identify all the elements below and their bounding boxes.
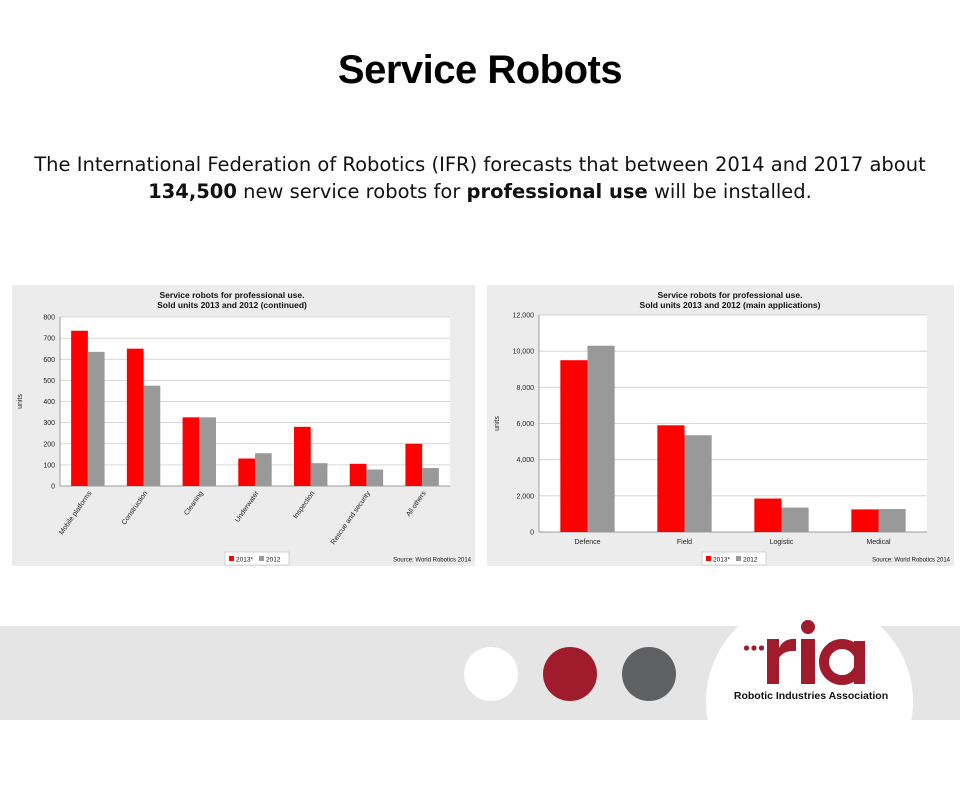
bar-2013: [851, 509, 879, 532]
y-tick-label: 300: [43, 420, 55, 427]
bar-2012: [199, 417, 216, 486]
bar-2012: [422, 468, 439, 486]
bar-2012: [878, 509, 906, 532]
bar-2012: [255, 453, 272, 486]
bar-2013: [238, 458, 255, 486]
x-tick-label: Defence: [574, 539, 600, 546]
chart-source: Source: World Robotics 2014: [872, 558, 951, 564]
bar-2013: [349, 463, 367, 486]
decorative-circle-gray: [622, 647, 676, 701]
y-tick-label: 0: [530, 530, 534, 537]
y-tick-label: 700: [43, 336, 55, 343]
bar-2012: [143, 385, 161, 486]
y-tick-label: 400: [43, 399, 55, 406]
y-tick-label: 6,000: [516, 421, 534, 428]
x-tick-label: Mobile platforms: [58, 490, 93, 536]
y-tick-label: 500: [43, 378, 55, 385]
bar-2013: [405, 443, 423, 486]
legend-swatch: [706, 556, 711, 561]
legend: [701, 551, 767, 566]
bar-2013: [182, 417, 200, 486]
page-title: Service Robots: [337, 48, 623, 92]
y-tick-label: 12,000: [513, 313, 535, 320]
bar-2013: [657, 425, 685, 532]
ria-logo: [744, 620, 865, 685]
bar-2012: [587, 345, 615, 532]
bar-2013: [754, 498, 782, 532]
y-tick-label: 8,000: [516, 385, 534, 392]
chart-subtitle: Sold units 2013 and 2012 (continued): [157, 300, 307, 310]
chart-title: Service robots for professional use.: [159, 290, 304, 300]
y-tick-label: 800: [43, 315, 55, 322]
bar-2013: [71, 330, 88, 486]
bar-2012: [310, 463, 328, 486]
x-tick-label: All others: [405, 490, 428, 518]
chart-subtitle: Sold units 2013 and 2012 (main applicati…: [640, 300, 821, 310]
y-tick-label: 2,000: [516, 493, 534, 500]
legend: [224, 551, 290, 566]
x-tick-label: Medical: [866, 539, 891, 546]
x-tick-label: Cleaning: [183, 490, 205, 517]
x-tick-label: Inspection: [292, 490, 316, 520]
bar-chart-main-applications: Service robots for professional use.Sold…: [494, 290, 951, 566]
x-tick-label: Field: [677, 539, 692, 546]
intro-text-1: The International Federation of Robotics…: [34, 153, 926, 176]
legend-swatch: [736, 556, 741, 561]
legend-label: 2012: [743, 557, 758, 564]
chart-panel-continued: Service robots for professional use. Sold…: [12, 285, 475, 566]
chart-panel-main-applications: Service robots for professional use. Sold…: [487, 285, 954, 566]
intro-text-2: new service robots for: [236, 180, 467, 203]
bar-2013: [126, 348, 144, 486]
y-tick-label: 10,000: [513, 349, 535, 356]
bar-2012: [781, 507, 809, 532]
x-tick-label: Construction: [121, 490, 149, 526]
bar-2012: [366, 469, 384, 486]
chart-source: Source: World Robotics 2014: [393, 558, 472, 564]
legend-swatch: [229, 556, 234, 561]
intro-text-3: will be installed.: [647, 180, 812, 203]
legend-label: 2013*: [236, 557, 253, 564]
forecast-units-value: 134,500: [148, 180, 237, 203]
intro-paragraph: The International Federation of Robotics…: [24, 151, 936, 205]
bar-2013: [560, 360, 588, 532]
y-tick-label: 600: [43, 357, 55, 364]
bar-2013: [294, 426, 311, 486]
x-tick-label: Underwater: [234, 490, 261, 524]
y-tick-label: 200: [43, 441, 55, 448]
y-tick-label: 100: [43, 462, 55, 469]
bar-2012: [87, 351, 105, 486]
y-tick-label: 4,000: [516, 457, 534, 464]
logo-caption: Robotic Industries Association: [733, 690, 889, 702]
x-tick-label: Rescue and security: [330, 490, 372, 546]
legend-swatch: [259, 556, 264, 561]
decorative-circle-white: [464, 647, 518, 701]
decorative-circle-red: [543, 647, 597, 701]
y-tick-label: 0: [51, 484, 55, 491]
professional-use-emphasis: professional use: [466, 180, 648, 203]
bar-2012: [684, 435, 712, 532]
chart-title: Service robots for professional use.: [657, 290, 802, 300]
legend-label: 2012: [266, 557, 281, 564]
x-tick-label: Logistic: [770, 539, 794, 546]
legend-label: 2013*: [713, 557, 730, 564]
y-axis-label: units: [494, 416, 501, 431]
bar-chart-continued: Service robots for professional use.Sold…: [17, 290, 472, 566]
y-axis-label: units: [17, 394, 24, 409]
